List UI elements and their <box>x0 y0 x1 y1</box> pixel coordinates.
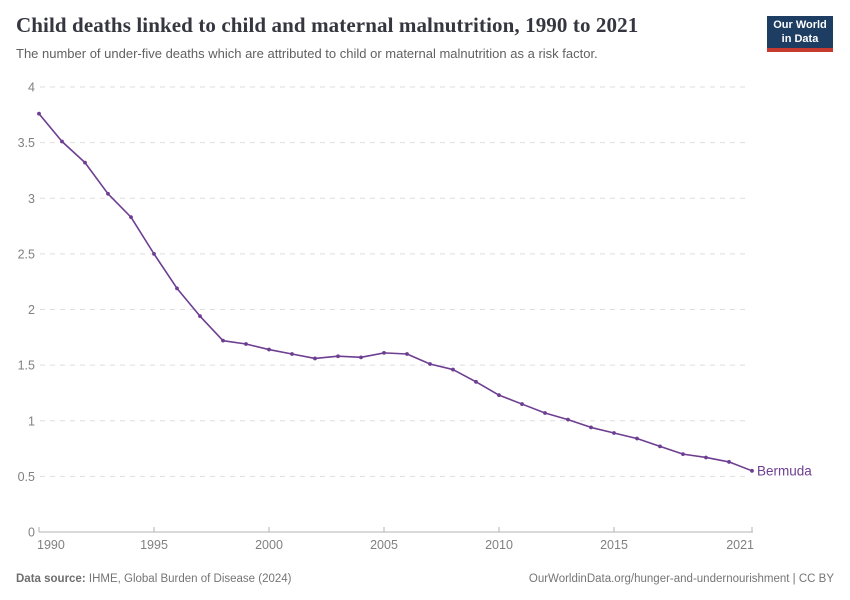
owid-logo-line2: in Data <box>781 32 819 45</box>
data-point <box>313 356 317 361</box>
data-point <box>612 431 616 435</box>
data-point <box>405 352 409 356</box>
data-point <box>474 379 478 384</box>
data-point <box>129 215 133 220</box>
data-point <box>520 402 524 406</box>
y-axis-tick-label: 2.5 <box>18 247 35 261</box>
data-point <box>175 286 179 291</box>
data-source-value: IHME, Global Burden of Disease (2024) <box>88 573 292 586</box>
data-point <box>106 191 110 196</box>
chart-header: Child deaths linked to child and materna… <box>16 12 834 62</box>
data-point <box>336 354 340 359</box>
x-axis-tick-label: 1990 <box>37 538 65 552</box>
series-line <box>38 112 753 472</box>
data-point <box>267 347 271 352</box>
y-axis-tick-label: 3.5 <box>18 136 35 150</box>
y-axis-tick-label: 1.5 <box>18 359 35 373</box>
data-point <box>152 251 156 256</box>
data-point <box>290 352 294 356</box>
data-point <box>60 139 64 144</box>
y-axis-tick-label: 2 <box>28 303 35 317</box>
page-title: Child deaths linked to child and materna… <box>16 13 639 37</box>
data-point <box>244 342 248 346</box>
y-axis-tick-label: 3 <box>28 192 35 206</box>
data-point <box>359 355 363 360</box>
data-point <box>658 444 662 449</box>
data-point <box>497 393 501 398</box>
data-point <box>704 455 708 460</box>
data-point <box>727 460 731 464</box>
data-point <box>543 411 547 415</box>
chart-subtitle: The number of under-five deaths which ar… <box>16 46 598 62</box>
data-point <box>428 362 432 366</box>
data-point <box>37 111 41 116</box>
x-axis-tick-label: 2021 <box>726 538 754 552</box>
x-axis-tick-label: 2005 <box>370 538 398 552</box>
chart-footer: Data source: IHME, Global Burden of Dise… <box>16 572 834 587</box>
data-point <box>382 350 386 355</box>
owid-logo: Our World in Data <box>767 16 833 52</box>
data-point <box>221 338 225 343</box>
data-source-label: Data source: <box>16 573 86 586</box>
data-point <box>566 417 570 422</box>
data-point <box>83 160 87 165</box>
x-axis-tick-label: 2015 <box>600 538 628 552</box>
y-axis-tick-label: 4 <box>28 81 35 95</box>
y-axis-tick-label: 0 <box>28 526 35 540</box>
x-axis-tick-label: 2010 <box>485 538 513 552</box>
x-axis-tick-label: 2000 <box>255 538 283 552</box>
data-point <box>750 468 754 473</box>
credit-line: OurWorldinData.org/hunger-and-undernouri… <box>528 573 834 586</box>
x-axis-tick-label: 1995 <box>140 538 168 552</box>
owid-logo-line1: Our World <box>773 19 827 31</box>
data-point <box>198 314 202 319</box>
entity-label: Bermuda <box>757 463 812 478</box>
y-axis-tick-label: 1 <box>28 414 35 428</box>
data-point <box>635 436 639 441</box>
data-source: Data source: IHME, Global Burden of Dise… <box>16 572 292 587</box>
y-axis-tick-label: 0.5 <box>18 470 35 484</box>
data-point <box>451 367 455 372</box>
data-point <box>589 425 593 430</box>
data-point <box>681 452 685 457</box>
